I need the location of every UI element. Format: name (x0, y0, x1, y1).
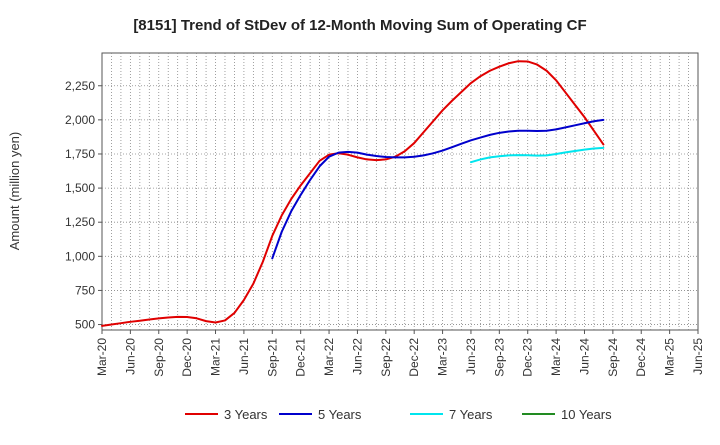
x-tick-label: Sep-20 (152, 338, 166, 377)
x-tick-label: Dec-21 (294, 338, 308, 377)
x-tick-label: Dec-22 (407, 338, 421, 377)
x-tick-label: Sep-24 (606, 338, 620, 377)
x-tick-label: Sep-21 (265, 338, 279, 377)
x-tick-label: Dec-23 (521, 338, 535, 377)
legend-label: 10 Years (561, 407, 612, 422)
series-line (101, 60, 605, 327)
y-tick-label: 1,500 (65, 181, 95, 195)
y-tick-label: 750 (75, 283, 95, 297)
chart-title: [8151] Trend of StDev of 12-Month Moving… (133, 17, 586, 34)
y-tick-label: 2,250 (65, 79, 95, 93)
y-tick-label: 1,750 (65, 147, 95, 161)
legend-label: 5 Years (318, 407, 362, 422)
x-tick-label: Dec-24 (634, 338, 648, 377)
x-tick-label: Jun-21 (237, 338, 251, 375)
x-tick-label: Mar-22 (322, 338, 336, 376)
x-tick-label: Dec-20 (180, 338, 194, 377)
x-tick-label: Sep-23 (492, 338, 506, 377)
legend-label: 3 Years (224, 407, 268, 422)
y-tick-label: 2,000 (65, 113, 95, 127)
series-line (469, 146, 605, 164)
x-tick-label: Jun-22 (350, 338, 364, 375)
series-lines (101, 60, 605, 327)
x-tick-label: Mar-25 (663, 338, 677, 376)
y-axis-ticks: 500 750 1,000 1,250 1,500 1,750 2,000 2,250 (65, 79, 102, 332)
x-tick-label: Jun-20 (123, 338, 137, 375)
x-tick-label: Sep-22 (379, 338, 393, 377)
x-tick-label: Jun-23 (464, 338, 478, 375)
y-tick-label: 500 (75, 318, 95, 332)
plot-area (101, 52, 699, 331)
x-axis-ticks: Mar-20 Jun-20 Sep-20 Dec-20 Mar-21 Jun-21 Sep-… (95, 330, 705, 377)
series-line (271, 118, 605, 260)
x-tick-label: Jun-25 (691, 338, 705, 375)
y-tick-label: 1,000 (65, 249, 95, 263)
x-tick-label: Mar-20 (95, 338, 109, 376)
x-tick-label: Mar-24 (549, 338, 563, 376)
x-tick-label: Mar-21 (209, 338, 223, 376)
legend-label: 7 Years (449, 407, 493, 422)
x-tick-label: Mar-23 (436, 338, 450, 376)
legend: 3 Years 5 Years 7 Years 10 Years (185, 407, 612, 422)
y-tick-label: 1,250 (65, 215, 95, 229)
x-tick-label: Jun-24 (577, 338, 591, 375)
y-axis-label: Amount (million yen) (7, 132, 22, 251)
